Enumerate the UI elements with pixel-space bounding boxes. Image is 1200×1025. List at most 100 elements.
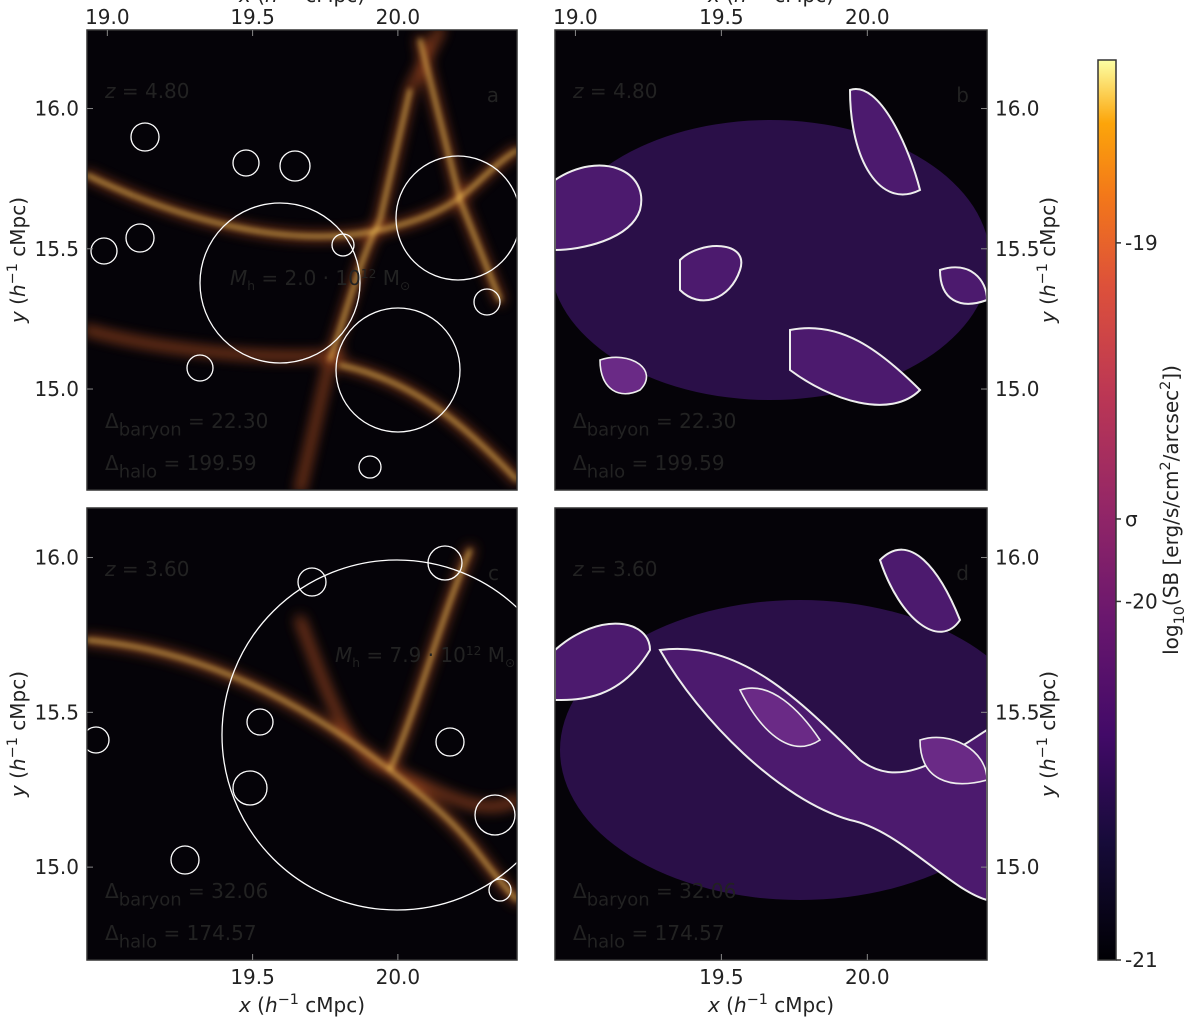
text-segment: x bbox=[707, 993, 720, 1017]
text-segment: = 22.30 bbox=[182, 409, 269, 433]
y-tick-label: 16.0 bbox=[995, 546, 1040, 570]
y-tick-label: 15.5 bbox=[995, 237, 1040, 261]
text-segment: = 3.60 bbox=[116, 557, 190, 581]
text-segment: Δ bbox=[105, 879, 119, 903]
text-segment: = 199.59 bbox=[157, 451, 256, 475]
x-axis-label: x (h−1 cMpc) bbox=[707, 0, 834, 7]
y-tick-label: 15.0 bbox=[995, 377, 1040, 401]
text-segment: M bbox=[376, 266, 400, 290]
text-segment: baryon bbox=[119, 890, 182, 911]
x-tick-label: 20.0 bbox=[845, 965, 890, 989]
text-segment: y bbox=[6, 310, 30, 324]
text-segment: Δ bbox=[105, 409, 119, 433]
text-segment: ⊙ bbox=[505, 656, 515, 670]
redshift-label: z = 4.80 bbox=[104, 79, 190, 103]
text-segment: y bbox=[6, 784, 30, 798]
colorbar bbox=[1097, 59, 1117, 961]
text-segment: −1 bbox=[5, 737, 21, 758]
delta-halo: Δhalo = 199.59 bbox=[573, 451, 725, 483]
text-segment: y bbox=[1036, 310, 1060, 324]
y-axis-label: y (h−1 cMpc) bbox=[5, 197, 30, 324]
text-segment: 2 bbox=[1158, 461, 1174, 470]
colorbar-tick-label: -21 bbox=[1125, 948, 1158, 972]
text-segment: −1 bbox=[747, 992, 768, 1008]
text-segment: cMpc) bbox=[768, 0, 834, 7]
text-segment: z bbox=[104, 79, 116, 103]
x-tick-label: 19.0 bbox=[553, 5, 598, 29]
text-segment: halo bbox=[119, 462, 157, 483]
text-segment: h bbox=[352, 656, 360, 670]
text-segment: h bbox=[6, 758, 30, 771]
text-segment: cMpc) bbox=[1036, 671, 1060, 737]
text-segment: z bbox=[572, 557, 584, 581]
text-segment: baryon bbox=[587, 890, 650, 911]
panel-letter: c bbox=[488, 561, 499, 585]
y-axis-label: y (h−1 cMpc) bbox=[5, 671, 30, 798]
panel-frame bbox=[554, 507, 988, 961]
text-segment: = 174.57 bbox=[625, 921, 724, 945]
y-tick-label: 16.0 bbox=[995, 97, 1040, 121]
text-segment: Δ bbox=[105, 451, 119, 475]
redshift-label: z = 4.80 bbox=[572, 79, 658, 103]
y-tick-label: 15.5 bbox=[34, 700, 79, 724]
x-tick-label: 20.0 bbox=[376, 5, 421, 29]
text-segment: = 32.06 bbox=[182, 879, 269, 903]
panel-letter: d bbox=[956, 561, 969, 585]
text-segment: 10 bbox=[1172, 606, 1188, 624]
image-d bbox=[555, 508, 987, 960]
text-segment: = 22.30 bbox=[650, 409, 737, 433]
text-segment: h bbox=[6, 284, 30, 297]
text-segment: cMpc) bbox=[299, 993, 365, 1017]
y-tick-label: 15.0 bbox=[995, 855, 1040, 879]
text-segment: −1 bbox=[1035, 737, 1051, 758]
text-segment: cMpc) bbox=[1036, 197, 1060, 263]
text-segment: ( bbox=[251, 0, 265, 7]
text-segment: x bbox=[238, 0, 251, 7]
text-segment: M bbox=[230, 266, 247, 290]
text-segment: M bbox=[335, 643, 352, 667]
text-segment: = 199.59 bbox=[625, 451, 724, 475]
text-segment: ( bbox=[720, 993, 734, 1017]
text-segment: ( bbox=[6, 297, 30, 311]
x-axis-label: x (h−1 cMpc) bbox=[238, 992, 365, 1017]
text-segment: 2 bbox=[1158, 381, 1174, 390]
text-segment: Δ bbox=[573, 921, 587, 945]
text-segment: baryon bbox=[587, 420, 650, 441]
text-segment: cMpc) bbox=[768, 993, 834, 1017]
text-segment: ]) bbox=[1159, 365, 1183, 381]
delta-halo: Δhalo = 174.57 bbox=[105, 921, 257, 953]
text-segment: = 2.0 · 10 bbox=[255, 266, 361, 290]
image-b bbox=[555, 30, 987, 490]
redshift-label: z = 3.60 bbox=[104, 557, 190, 581]
y-tick-label: 16.0 bbox=[34, 546, 79, 570]
text-segment: 12 bbox=[361, 267, 377, 281]
text-segment: h bbox=[734, 0, 747, 7]
text-segment: baryon bbox=[119, 420, 182, 441]
text-segment: (SB [erg/s/cm bbox=[1159, 470, 1183, 606]
text-segment: z bbox=[572, 79, 584, 103]
x-axis-label: x (h−1 cMpc) bbox=[707, 992, 834, 1017]
y-tick-label: 15.0 bbox=[34, 377, 79, 401]
x-tick-label: 19.5 bbox=[699, 5, 744, 29]
text-segment: −1 bbox=[5, 263, 21, 284]
text-segment: ( bbox=[1036, 297, 1060, 311]
text-segment: z bbox=[104, 557, 116, 581]
panel-letter: b bbox=[956, 83, 969, 107]
delta-halo: Δhalo = 174.57 bbox=[573, 921, 725, 953]
x-tick-label: 19.5 bbox=[230, 965, 275, 989]
y-tick-label: 15.5 bbox=[995, 700, 1040, 724]
text-segment: ( bbox=[251, 993, 265, 1017]
delta-halo: Δhalo = 199.59 bbox=[105, 451, 257, 483]
text-segment: = 32.06 bbox=[650, 879, 737, 903]
y-tick-label: 16.0 bbox=[34, 97, 79, 121]
y-axis-label: y (h−1 cMpc) bbox=[1035, 197, 1060, 324]
delta-baryon: Δbaryon = 32.06 bbox=[573, 879, 736, 911]
text-segment: M bbox=[481, 643, 505, 667]
text-segment: h bbox=[265, 0, 278, 7]
colorbar-tick-label: -20 bbox=[1125, 589, 1158, 613]
delta-baryon: Δbaryon = 22.30 bbox=[573, 409, 736, 441]
text-segment: Δ bbox=[573, 409, 587, 433]
delta-baryon: Δbaryon = 22.30 bbox=[105, 409, 268, 441]
panel-frame bbox=[86, 507, 518, 961]
